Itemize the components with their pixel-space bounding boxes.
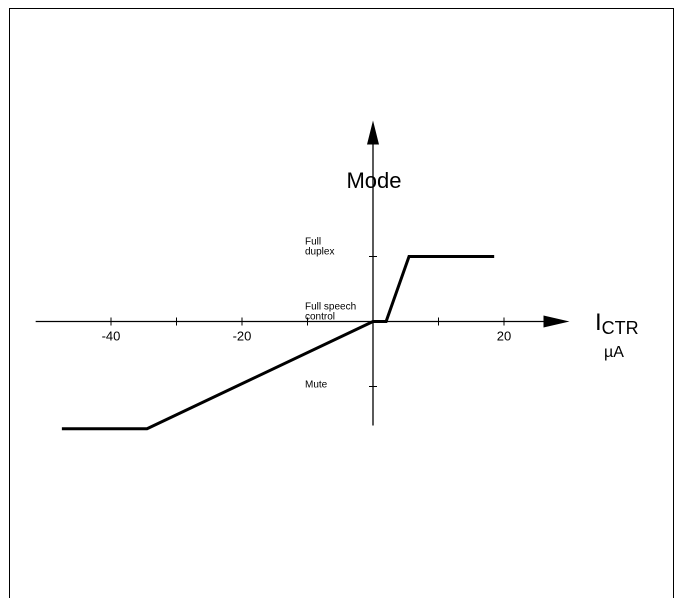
y-axis-title: Mode <box>346 168 401 193</box>
mode-characteristic-line <box>61 255 495 431</box>
y-axis-arrowhead <box>367 120 379 145</box>
x-axis-title: ICTR <box>595 309 639 338</box>
x-axis-title-subscript: CTR <box>602 318 639 338</box>
y-level-label: Full speech <box>305 302 356 313</box>
x-tick-label: -40 <box>102 329 121 344</box>
x-ticks: -40 -20 20 <box>102 317 511 344</box>
y-level-label: control <box>305 312 335 323</box>
x-axis-unit: µA <box>604 344 624 361</box>
y-level-label: duplex <box>305 247 334 258</box>
x-tick-label: -20 <box>233 329 252 344</box>
axes <box>35 120 570 426</box>
y-level-label: Mute <box>305 380 328 391</box>
x-axis-title-main: I <box>595 309 602 336</box>
y-level-label: Full <box>305 237 321 248</box>
x-tick-label: 20 <box>497 329 511 344</box>
series-group <box>61 255 495 431</box>
x-axis-arrowhead <box>543 315 570 328</box>
